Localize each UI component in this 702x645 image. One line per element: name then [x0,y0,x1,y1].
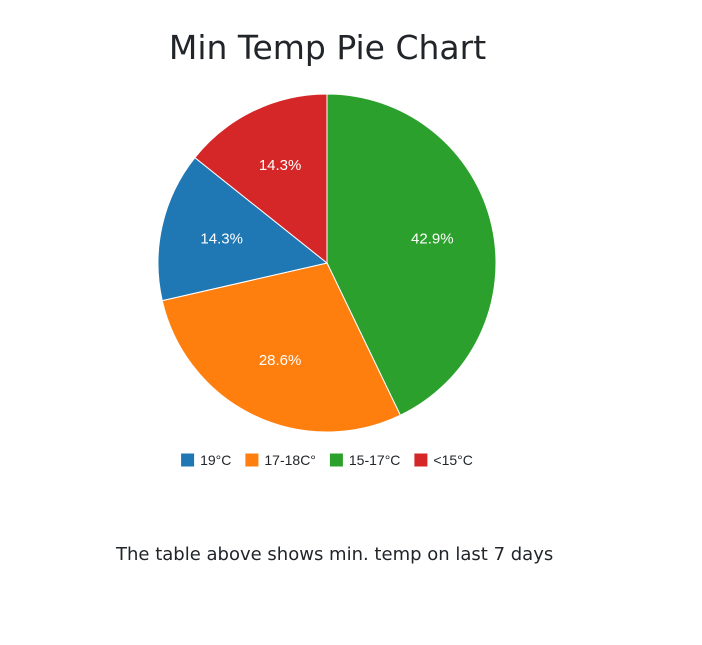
pie-slice-labels: 42.9% 28.6% 14.3% 14.3% [200,157,453,369]
legend-item-1[interactable]: 17-18C° [245,452,316,468]
legend-swatch-2 [329,453,343,467]
pie-slice-0[interactable] [157,156,329,302]
slice-percent-label-2: 42.9% [411,231,454,248]
legend-label-1: 17-18C° [264,452,316,468]
slice-percent-label-3: 14.3% [259,157,302,174]
legend-label-2: 15-17°C [349,452,401,468]
legend-swatch-3 [414,453,428,467]
pie-slice-2[interactable] [326,93,497,416]
pie-chart: 42.9% 28.6% 14.3% 14.3% 19°C 17-18C° 15-17°C <… [157,93,497,468]
pie-slices [157,93,497,433]
legend-swatch-0 [181,453,195,467]
legend-label-3: <15°C [433,452,472,468]
pie-slice-3[interactable] [194,93,328,265]
slice-percent-label-1: 28.6% [259,352,302,369]
slice-percent-label-0: 14.3% [200,231,243,248]
legend-item-0[interactable]: 19°C [181,452,231,468]
pie-slice-1[interactable] [161,262,401,433]
chart-title: Min Temp Pie Chart [168,28,487,67]
legend-label-0: 19°C [200,452,231,468]
legend-item-2[interactable]: 15-17°C [329,452,401,468]
chart-legend: 19°C 17-18C° 15-17°C <15°C [181,452,473,468]
legend-item-3[interactable]: <15°C [414,452,473,468]
legend-swatch-1 [245,453,259,467]
chart-caption: The table above shows min. temp on last … [116,544,554,565]
